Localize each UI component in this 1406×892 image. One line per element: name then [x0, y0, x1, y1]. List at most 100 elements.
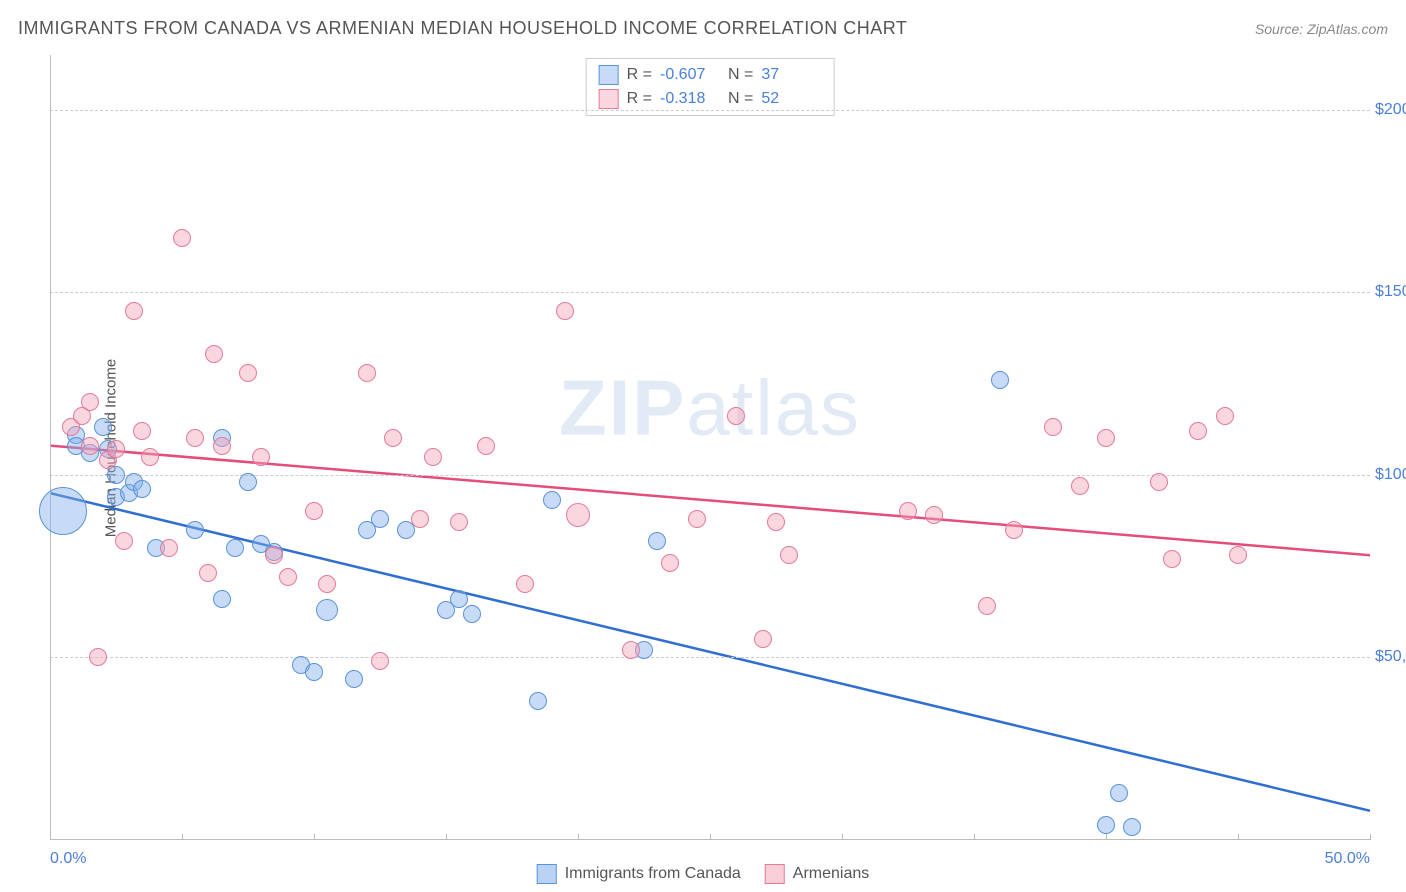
data-point	[384, 429, 402, 447]
x-tick	[446, 834, 447, 840]
legend-swatch	[537, 864, 557, 884]
data-point	[213, 590, 231, 608]
stats-legend: R = -0.607 N = 37R = -0.318 N = 52	[586, 58, 835, 116]
trend-lines-svg	[50, 55, 1370, 840]
data-point	[622, 641, 640, 659]
data-point	[688, 510, 706, 528]
stat-r-value: -0.318	[660, 90, 720, 108]
gridline-h	[50, 110, 1370, 111]
stat-r-value: -0.607	[660, 66, 720, 84]
legend-swatch	[765, 864, 785, 884]
data-point	[318, 575, 336, 593]
x-tick-label: 0.0%	[50, 850, 86, 868]
plot-area: ZIPatlas R =-0.607N =37R =-0.318N =52 $5…	[50, 55, 1370, 840]
stats-legend-row: R = -0.607 N = 37	[599, 63, 822, 87]
data-point	[173, 229, 191, 247]
x-tick	[50, 834, 51, 840]
x-tick-label: 50.0%	[1325, 850, 1370, 868]
data-point	[205, 345, 223, 363]
data-point	[186, 429, 204, 447]
legend-item: Immigrants from Canada	[537, 864, 741, 884]
x-tick	[1370, 834, 1371, 840]
data-point	[279, 568, 297, 586]
chart-title: IMMIGRANTS FROM CANADA VS ARMENIAN MEDIA…	[18, 18, 907, 39]
stat-r-label: R =	[627, 66, 652, 84]
y-tick-label: $150,000	[1375, 283, 1406, 301]
data-point	[1097, 816, 1115, 834]
stat-n-value: 52	[761, 90, 821, 108]
data-point	[133, 480, 151, 498]
data-point	[899, 502, 917, 520]
data-point	[1163, 550, 1181, 568]
data-point	[239, 364, 257, 382]
x-tick	[974, 834, 975, 840]
stats-legend-row: R =-0.318N =52	[599, 87, 822, 111]
data-point	[1229, 546, 1247, 564]
data-point	[661, 554, 679, 572]
stat-n-label: N =	[728, 90, 753, 108]
data-point	[345, 670, 363, 688]
legend-swatch	[599, 89, 619, 109]
data-point	[424, 448, 442, 466]
data-point	[516, 575, 534, 593]
data-point	[411, 510, 429, 528]
y-tick-label: $200,000	[1375, 101, 1406, 119]
data-point	[107, 440, 125, 458]
y-tick-label: $100,000	[1375, 466, 1406, 484]
data-point	[727, 407, 745, 425]
data-point	[1150, 473, 1168, 491]
data-point	[1110, 784, 1128, 802]
data-point	[648, 532, 666, 550]
x-tick	[710, 834, 711, 840]
y-tick-label: $50,000	[1375, 648, 1406, 666]
data-point	[371, 652, 389, 670]
data-point	[1071, 477, 1089, 495]
data-point	[141, 448, 159, 466]
data-point	[1123, 818, 1141, 836]
data-point	[566, 503, 590, 527]
data-point	[1097, 429, 1115, 447]
data-point	[133, 422, 151, 440]
data-point	[39, 487, 87, 535]
data-point	[556, 302, 574, 320]
data-point	[477, 437, 495, 455]
x-tick	[1106, 834, 1107, 840]
data-point	[226, 539, 244, 557]
data-point	[1189, 422, 1207, 440]
data-point	[239, 473, 257, 491]
data-point	[371, 510, 389, 528]
data-point	[754, 630, 772, 648]
stat-n-value: 37	[761, 66, 821, 84]
x-tick	[842, 834, 843, 840]
data-point	[213, 437, 231, 455]
data-point	[529, 692, 547, 710]
trend-line	[50, 493, 1370, 811]
data-point	[199, 564, 217, 582]
data-point	[450, 513, 468, 531]
chart-container: Median Household Income ZIPatlas R =-0.6…	[50, 55, 1370, 840]
header: IMMIGRANTS FROM CANADA VS ARMENIAN MEDIA…	[18, 18, 1388, 39]
data-point	[978, 597, 996, 615]
x-tick	[578, 834, 579, 840]
legend-label: Armenians	[793, 865, 869, 883]
legend-swatch	[599, 65, 619, 85]
data-point	[305, 502, 323, 520]
data-point	[115, 532, 133, 550]
data-point	[1005, 521, 1023, 539]
data-point	[991, 371, 1009, 389]
gridline-h	[50, 292, 1370, 293]
data-point	[767, 513, 785, 531]
data-point	[1044, 418, 1062, 436]
source-attribution: Source: ZipAtlas.com	[1255, 21, 1388, 37]
stat-n-label: N =	[728, 66, 753, 84]
watermark-bold: ZIP	[559, 364, 686, 452]
y-axis-line	[50, 55, 51, 840]
series-legend: Immigrants from Canada Armenians	[537, 864, 870, 884]
x-tick	[182, 834, 183, 840]
data-point	[94, 418, 112, 436]
data-point	[125, 302, 143, 320]
data-point	[265, 546, 283, 564]
data-point	[316, 599, 338, 621]
gridline-h	[50, 657, 1370, 658]
data-point	[186, 521, 204, 539]
